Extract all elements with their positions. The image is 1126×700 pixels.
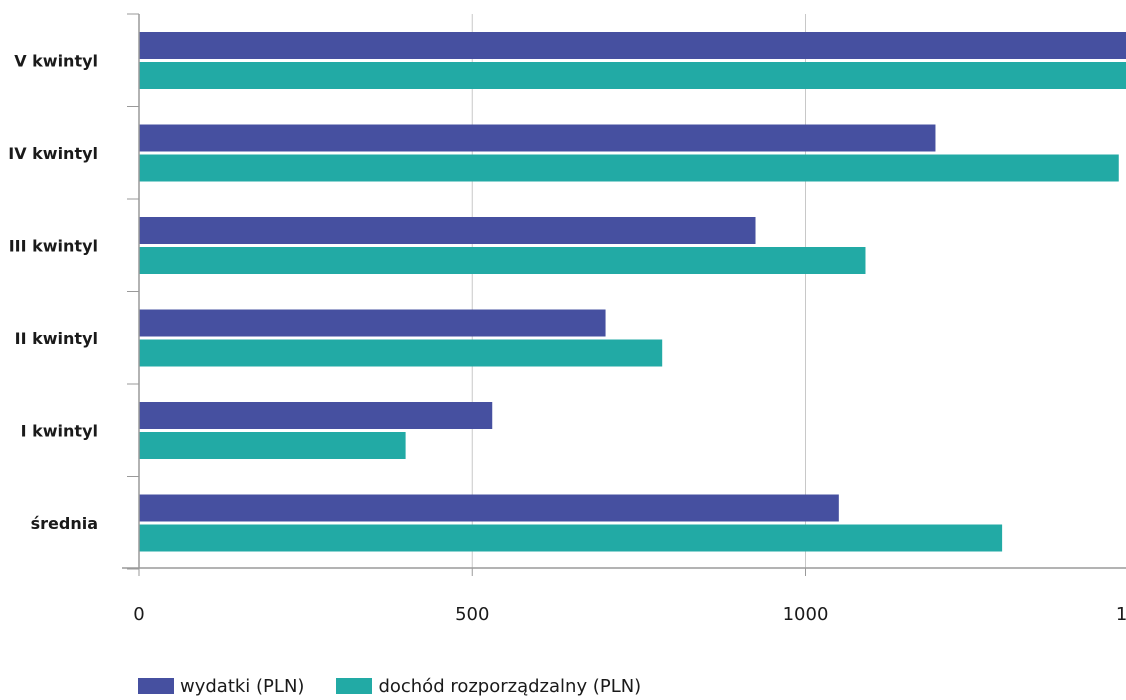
legend: wydatki (PLN) dochód rozporządzalny (PLN… xyxy=(138,672,673,700)
category-label: II kwintyl xyxy=(15,329,98,348)
x-tick-label: 500 xyxy=(455,604,489,625)
bar-wydatki xyxy=(139,402,493,429)
bar-dochod xyxy=(139,247,866,274)
bars xyxy=(139,32,1126,552)
category-label: V kwintyl xyxy=(14,51,98,70)
x-tick-label: 1500 xyxy=(1116,604,1126,625)
gridlines xyxy=(471,14,806,568)
category-label: średnia xyxy=(31,514,98,533)
bar-wydatki xyxy=(139,217,756,244)
bar-wydatki xyxy=(139,124,936,152)
category-label: IV kwintyl xyxy=(8,144,98,163)
x-tick-labels: 05001000150020002500 xyxy=(133,604,1126,625)
axes xyxy=(122,13,1126,576)
legend-item-dochod: dochód rozporządzalny (PLN) xyxy=(336,676,641,697)
category-label: III kwintyl xyxy=(9,236,98,255)
bar-dochod xyxy=(139,339,663,367)
bar-dochod xyxy=(139,62,1126,89)
x-tick-label: 0 xyxy=(133,604,144,625)
bar-dochod xyxy=(139,432,406,459)
bar-dochod xyxy=(139,524,1003,552)
bar-wydatki xyxy=(139,309,606,337)
legend-swatch-wydatki xyxy=(138,678,174,694)
legend-item-wydatki: wydatki (PLN) xyxy=(138,676,304,697)
x-tick-label: 1000 xyxy=(783,604,829,625)
bar-dochod xyxy=(139,154,1119,182)
legend-label-dochod: dochód rozporządzalny (PLN) xyxy=(378,675,642,697)
legend-label-wydatki: wydatki (PLN) xyxy=(180,675,305,697)
category-label: I kwintyl xyxy=(21,421,98,440)
bar-wydatki xyxy=(139,32,1126,59)
legend-swatch-dochod xyxy=(336,678,373,694)
bar-wydatki xyxy=(139,494,839,522)
category-labels: V kwintyl IV kwintyl III kwintyl II kwintyl… xyxy=(8,51,98,533)
